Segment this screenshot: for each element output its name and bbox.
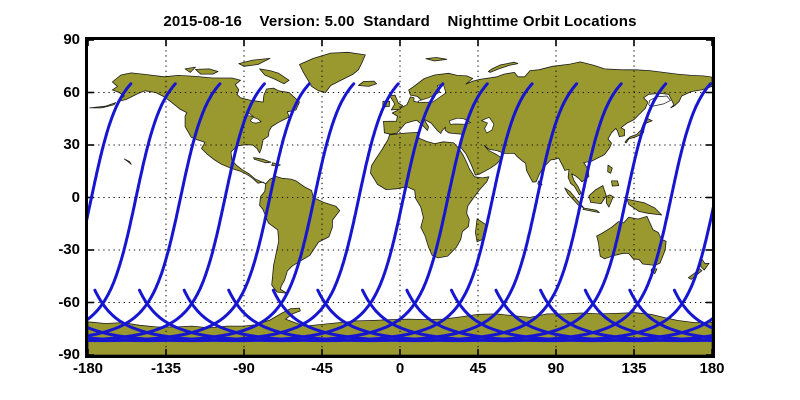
x-tick-label: 0 xyxy=(395,360,405,377)
orbit-track xyxy=(539,288,712,343)
land-aleutians xyxy=(89,102,117,109)
orbit-track xyxy=(88,82,400,343)
land-cuba xyxy=(253,157,272,164)
y-axis-tick-labels: 90 60 30 0 -30 -60 -90 xyxy=(28,31,80,363)
plot-frame xyxy=(85,37,715,358)
y-tick-label: -90 xyxy=(58,346,80,363)
x-tick-label: 90 xyxy=(547,360,565,377)
orbit-track xyxy=(316,82,668,343)
orbit-track xyxy=(88,82,356,343)
land-luzon xyxy=(607,164,613,174)
land-greenland xyxy=(299,51,366,93)
x-tick-label: -45 xyxy=(311,360,333,377)
orbit-track xyxy=(93,82,445,343)
land-borneo xyxy=(588,185,607,204)
orbit-track xyxy=(271,82,623,343)
land-north-america xyxy=(111,72,300,185)
figure-title: 2015-08-16 Version: 5.00 Standard Nightt… xyxy=(163,13,637,30)
orbit-track xyxy=(88,82,222,338)
land-south-america xyxy=(259,176,341,294)
land-hawaii xyxy=(124,158,132,165)
x-tick-label: 45 xyxy=(469,360,487,377)
orbit-track xyxy=(494,288,712,343)
y-tick-label: 0 xyxy=(71,188,80,206)
land-nz-north xyxy=(700,258,710,271)
x-tick-label: -90 xyxy=(233,360,255,377)
orbit-track xyxy=(88,82,266,342)
land-eurasia xyxy=(383,61,712,196)
land-new-guinea xyxy=(626,198,663,216)
x-tick-label: 180 xyxy=(699,360,725,377)
orbit-map-canvas xyxy=(88,40,712,355)
land-java xyxy=(582,207,600,213)
water-lakes-michigan-huron xyxy=(249,116,262,124)
orbit-track xyxy=(88,82,133,221)
land-iceland xyxy=(358,80,377,87)
y-tick-label: -60 xyxy=(58,293,80,311)
land-sulawesi xyxy=(605,194,614,208)
orbit-track xyxy=(88,82,177,321)
orbit-track xyxy=(583,288,712,343)
orbit-track xyxy=(88,82,311,343)
land-ellesmere xyxy=(238,58,271,67)
y-tick-label: 30 xyxy=(63,136,80,153)
orbit-track xyxy=(361,82,712,343)
land-novaya-zemlya xyxy=(488,61,519,73)
y-tick-label: 90 xyxy=(63,31,80,48)
land-baffin-island xyxy=(259,68,290,85)
x-tick-label: 135 xyxy=(621,360,647,377)
water-caspian-sea xyxy=(481,116,495,134)
orbit-track xyxy=(138,82,489,343)
x-tick-label: -135 xyxy=(150,360,182,377)
y-tick-label: 60 xyxy=(63,83,80,101)
land-svalbard xyxy=(425,57,448,62)
x-axis-tick-labels: -180 -135 -90 -45 0 45 90 135 180 xyxy=(73,360,725,380)
land-banks-island xyxy=(184,66,196,73)
x-tick-label: -180 xyxy=(72,360,104,377)
land-mindanao xyxy=(611,180,620,187)
land-victoria-island xyxy=(195,68,219,75)
orbit-track xyxy=(182,82,534,343)
land-great-britain xyxy=(389,94,403,111)
orbit-track xyxy=(227,82,579,343)
y-tick-label: -30 xyxy=(58,241,80,258)
